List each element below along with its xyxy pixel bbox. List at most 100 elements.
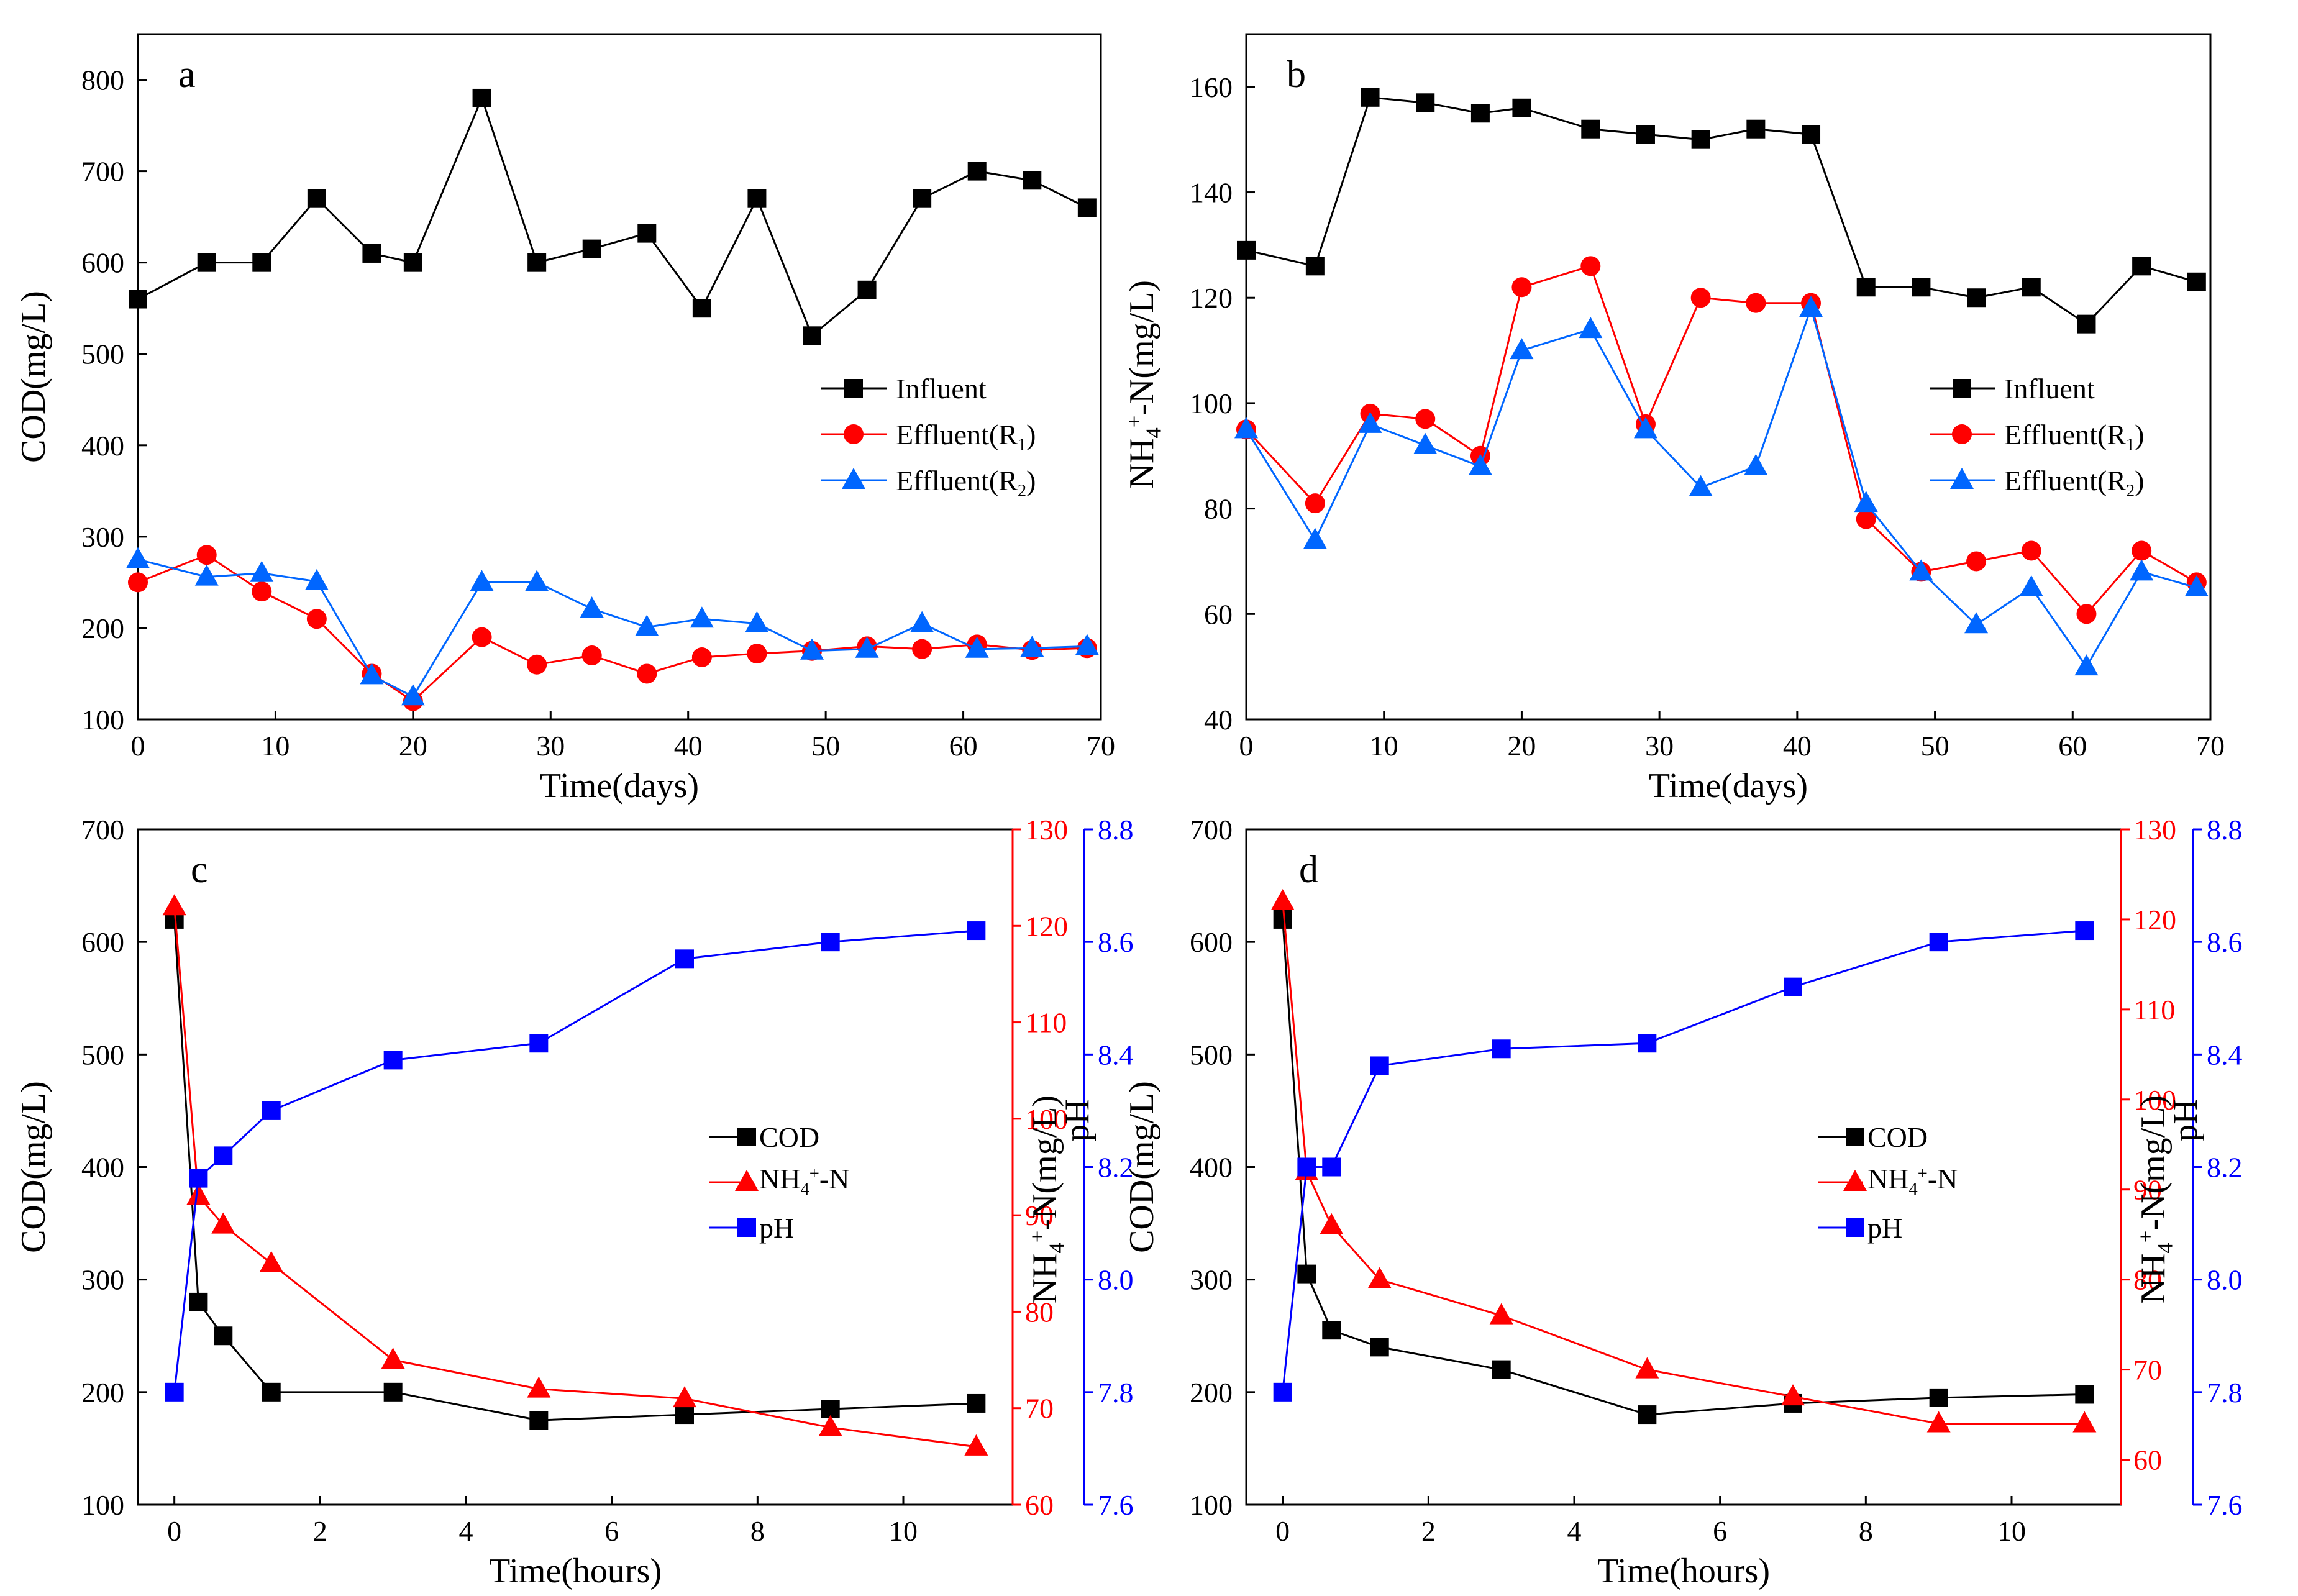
x-tick-label: 10 (1370, 730, 1398, 762)
series-2-point (1303, 527, 1327, 549)
y-tick-label: 100 (81, 704, 124, 736)
series-2-point (1744, 454, 1768, 475)
y-tick-label: 80 (1204, 493, 1233, 525)
y-axis-label-group: COD(mg/L) (14, 291, 53, 463)
series-2-point (1854, 491, 1878, 513)
x-tick-label: 4 (1567, 1515, 1582, 1547)
legend-marker (735, 1170, 759, 1191)
legend-marker (1953, 379, 1971, 398)
y-tick-label: 500 (81, 1039, 124, 1070)
series-0-point (1237, 240, 1256, 260)
panel-label: c (191, 849, 208, 891)
legend-label: Effluent(R1) (896, 419, 1036, 455)
series-0-point (1492, 1360, 1511, 1379)
series-1-point (1856, 509, 1876, 529)
y-right1-tick-label: 80 (2133, 1264, 2162, 1296)
series-1-point (1270, 888, 1295, 910)
series-0-line (137, 95, 1088, 337)
legend-marker (737, 1218, 756, 1237)
series-0-point (967, 162, 987, 181)
y-tick-label: 140 (1190, 177, 1233, 209)
y-right2-tick-label: 8.6 (1098, 926, 1134, 958)
series-2-point (821, 933, 840, 952)
series-0-point (913, 189, 932, 208)
series-0-point (1746, 119, 1766, 139)
legend-label: pH (759, 1212, 794, 1244)
series-0-line (173, 919, 977, 1421)
y-tick-label: 700 (1190, 814, 1233, 846)
series-0-point (1691, 130, 1710, 149)
series-0-point (129, 290, 147, 309)
series-0-point (1512, 98, 1531, 117)
x-tick-label: 70 (1087, 730, 1115, 762)
series-1-point (1305, 493, 1325, 514)
x-axis-label: Time(days) (1649, 767, 1808, 805)
series-2-point (690, 606, 714, 628)
y-right2-tick-label: 8.0 (2207, 1264, 2243, 1296)
legend-label: Effluent(R2) (2004, 465, 2144, 501)
x-tick-label: 0 (131, 730, 145, 762)
y-tick-label: 800 (81, 65, 124, 96)
legend-item: Effluent(R2) (821, 465, 1036, 501)
series-2-point (1909, 559, 1933, 581)
plot-frame (1245, 828, 2122, 1506)
series-2-point (1322, 1157, 1341, 1177)
y-tick-label: 160 (1190, 71, 1233, 103)
series-1-point (1926, 1411, 1951, 1433)
chart-c: 0 2 4 6 8 10 Time(hours) 100 200 300 400 500 600 700 C… (14, 814, 1134, 1590)
series-2-point (1358, 411, 1382, 433)
series-2-point (1799, 296, 1823, 317)
series-1-point (2132, 540, 2152, 561)
series-2-point (1929, 933, 1948, 952)
series-2-point (470, 570, 494, 591)
y-axis-right2-label: pH (1058, 1099, 1097, 1141)
series-0-point (1297, 1264, 1316, 1284)
y-right2-tick-label: 7.6 (2207, 1489, 2243, 1521)
y-right1-tick-label: 130 (1025, 814, 1068, 846)
y-tick-label: 400 (1190, 1152, 1233, 1183)
series-2-point (1510, 338, 1534, 360)
series-2-point (1273, 1382, 1292, 1402)
legend-label: COD (1867, 1121, 1928, 1153)
chart-b: 0 10 20 30 40 50 60 70 Time(days) 40 60 80 100 120 140… (1123, 33, 2225, 805)
series-0-point (857, 280, 877, 299)
series-1-line (1282, 901, 2085, 1425)
y-tick-label: 120 (1190, 282, 1233, 314)
y-right2-tick-label: 8.4 (2207, 1039, 2243, 1070)
series-0-point (1912, 278, 1931, 297)
series-2-point (965, 636, 989, 658)
y-right1-tick-label: 80 (1025, 1296, 1054, 1328)
series-2-point (967, 921, 986, 941)
series-0-point (2022, 278, 2041, 297)
legend-item: Influent (821, 373, 987, 404)
x-tick-label: 10 (1997, 1515, 2026, 1547)
legend-item: COD (1818, 1121, 1928, 1153)
series-0-point (2075, 1385, 2094, 1404)
series-2-point (800, 638, 824, 660)
y-axis-right2-label-group: pH (1058, 1099, 1097, 1141)
y-right2-tick-label: 8.8 (1098, 814, 1134, 846)
legend-item: COD (709, 1121, 819, 1153)
x-axis-label: Time(hours) (489, 1552, 662, 1590)
chart-a: 0 10 20 30 40 50 60 70 Time(days) 100 200 300 400 500… (14, 33, 1115, 805)
y-tick-label: 200 (81, 613, 124, 644)
series-2-point (360, 663, 384, 685)
series-2-point (1468, 454, 1492, 475)
series-1-point (581, 645, 602, 666)
series-2-point (1234, 417, 1258, 439)
series-1-point (527, 1376, 551, 1398)
series-2-point (1370, 1056, 1389, 1075)
y-right1-tick-label: 110 (1025, 1007, 1067, 1039)
series-2-point (1579, 317, 1603, 339)
x-tick-label: 60 (2058, 730, 2087, 762)
series-2-point (580, 596, 604, 618)
y-axis-label: COD(mg/L) (14, 291, 53, 463)
y-tick-label: 600 (81, 926, 124, 958)
x-tick-label: 8 (750, 1515, 765, 1547)
series-2-point (383, 1051, 403, 1070)
series-0-point (189, 1292, 208, 1311)
series-0-point (1361, 88, 1380, 107)
x-tick-label: 8 (1859, 1515, 1873, 1547)
series-0-point (1967, 288, 1986, 308)
